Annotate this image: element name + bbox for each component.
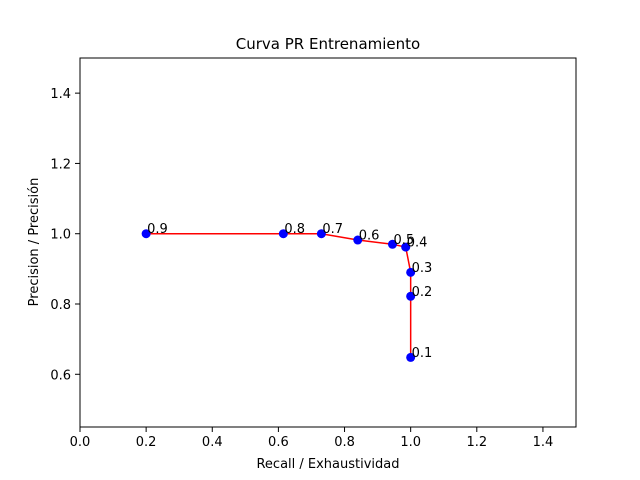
plot-area: 0.0 0.2 0.4 0.6 0.8 1.0 1.2 1.4 0.6 0.8 1.0 1.2 1.4 0…: [50, 57, 577, 450]
x-axis-label: Recall / Exhaustividad: [256, 457, 399, 472]
threshold-label: 0.9: [147, 222, 168, 237]
threshold-label: 0.1: [412, 346, 433, 361]
pr-point: [278, 229, 288, 239]
y-tick-label: 1.4: [50, 87, 71, 102]
x-tick-label: 0.8: [334, 435, 355, 450]
pr-point: [316, 229, 326, 239]
pr-point: [406, 352, 416, 362]
x-tick-label: 1.2: [466, 435, 487, 450]
threshold-label: 0.2: [412, 285, 433, 300]
threshold-label: 0.4: [407, 236, 428, 251]
threshold-label: 0.5: [393, 233, 414, 248]
x-tick-label: 0.0: [70, 435, 91, 450]
pr-point: [353, 235, 363, 245]
pr-point: [141, 229, 151, 239]
x-tick-label: 0.2: [136, 435, 157, 450]
pr-point: [406, 267, 416, 277]
threshold-label: 0.8: [284, 222, 305, 237]
y-tick-label: 0.6: [50, 368, 71, 383]
threshold-label: 0.6: [359, 229, 380, 244]
pr-point: [387, 239, 397, 249]
pr-point: [406, 291, 416, 301]
y-tick-label: 1.0: [50, 228, 71, 243]
x-tick-label: 0.6: [268, 435, 289, 450]
x-tick-label: 0.4: [202, 435, 223, 450]
threshold-label: 0.3: [412, 261, 433, 276]
y-axis-label: Precision / Precisión: [27, 178, 42, 307]
pr-point: [401, 242, 411, 252]
chart-title: Curva PR Entrenamiento: [236, 35, 420, 53]
threshold-label: 0.7: [322, 222, 343, 237]
x-tick-label: 1.4: [533, 435, 554, 450]
y-tick-label: 0.8: [50, 298, 71, 313]
plot-frame: [79, 57, 577, 428]
y-tick-label: 1.2: [50, 157, 71, 172]
x-tick-label: 1.0: [400, 435, 421, 450]
